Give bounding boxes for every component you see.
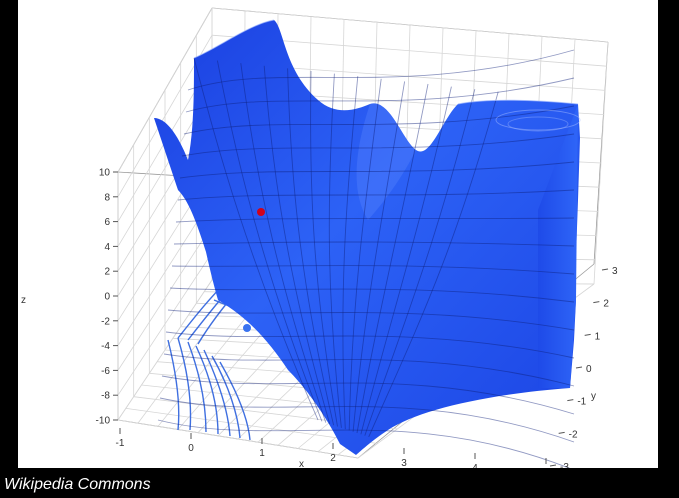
z-tick-label: 0	[104, 292, 110, 303]
mesh-line	[171, 265, 575, 275]
mesh-line	[364, 89, 476, 436]
contour-line	[177, 337, 192, 431]
mesh-line	[163, 353, 575, 387]
mesh-line	[360, 86, 452, 435]
z-tick-label: -10	[96, 416, 111, 427]
y-tick-mark	[593, 301, 600, 304]
x-tick-label: 0	[188, 443, 194, 454]
mesh-line	[167, 309, 575, 331]
surface-body	[154, 20, 580, 455]
mesh-line	[310, 70, 338, 427]
surface-point-marker	[257, 208, 265, 216]
surface-highlight	[356, 103, 416, 220]
y-tick-mark	[575, 366, 583, 369]
projected-point-marker	[243, 324, 251, 332]
z-tick-label: -2	[101, 316, 110, 327]
y-tick-mark	[567, 399, 574, 402]
mesh-line	[157, 419, 570, 468]
mesh-line	[173, 241, 575, 247]
surface-rim	[193, 19, 579, 105]
z-axis: -10 -8 -6 -4 -2 0 2 4 6 8 10	[96, 168, 118, 427]
contour-line	[219, 361, 251, 441]
mesh-line	[165, 331, 575, 359]
plateau-ring	[495, 109, 581, 131]
mesh-line	[348, 78, 382, 431]
y-tick-label: 2	[603, 299, 609, 310]
mesh-line	[183, 105, 575, 135]
z-tick-label: 10	[99, 168, 111, 179]
y-axis: -3 -2 -1 0 1 2 3	[549, 266, 618, 468]
mesh-line	[187, 49, 575, 91]
y-tick-label: -2	[569, 429, 578, 440]
mesh-line	[169, 287, 575, 303]
x-tick-label: 1	[259, 448, 265, 459]
surface-grid-lines	[157, 49, 575, 468]
image-credit-caption: Wikipedia Commons	[4, 476, 151, 493]
contour-line	[203, 349, 231, 437]
z-tick-label: 2	[104, 267, 110, 278]
z-tick-label: 4	[104, 242, 110, 253]
z-tick-label: -4	[101, 341, 110, 352]
z-tick-label: 8	[104, 192, 110, 203]
mesh-line	[287, 68, 335, 426]
z-tick-label: -6	[101, 366, 110, 377]
x-tick-label: 4	[472, 463, 478, 468]
mesh-line	[240, 63, 327, 423]
contour-line	[195, 345, 219, 435]
mesh-line	[181, 133, 575, 157]
y-tick-label: 0	[586, 364, 592, 375]
mesh-line	[352, 81, 406, 432]
x-tick-label: 3	[401, 458, 407, 468]
x-axis-label: x	[299, 459, 304, 468]
surface-side-face	[538, 104, 578, 388]
mesh-line	[177, 189, 575, 201]
mesh-line	[161, 375, 575, 415]
y-tick-label: -1	[577, 397, 586, 408]
mesh-line	[175, 217, 575, 223]
z-tick-label: 6	[104, 217, 110, 228]
mesh-line	[328, 73, 342, 428]
y-tick-label: 1	[595, 331, 601, 342]
plateau-ring	[507, 116, 569, 132]
y-tick-label: -3	[560, 462, 569, 468]
x-axis: -1012345	[116, 428, 547, 468]
mesh-line	[342, 76, 359, 430]
z-tick-label: -8	[101, 391, 110, 402]
y-tick-mark	[601, 268, 609, 271]
z-axis-label: z	[21, 295, 26, 306]
contour-line	[167, 339, 180, 431]
mesh-line	[216, 60, 323, 422]
mesh-line	[159, 397, 575, 443]
y-tick-mark	[584, 333, 591, 336]
contour-line	[187, 341, 207, 433]
x-tick-label: -1	[116, 438, 125, 449]
mesh-line	[179, 161, 575, 179]
contour-line	[211, 355, 241, 439]
mesh-line	[263, 65, 331, 425]
mesh-line	[185, 77, 575, 113]
surface-mesh	[154, 19, 581, 468]
y-tick-label: 3	[612, 266, 618, 277]
mesh-line	[193, 57, 319, 421]
x-tick-label: 2	[330, 453, 336, 464]
y-axis-label: y	[591, 391, 596, 402]
y-tick-mark	[558, 431, 565, 434]
mesh-line	[356, 83, 429, 434]
y-tick-mark	[549, 464, 557, 467]
mesh-line	[368, 91, 499, 438]
